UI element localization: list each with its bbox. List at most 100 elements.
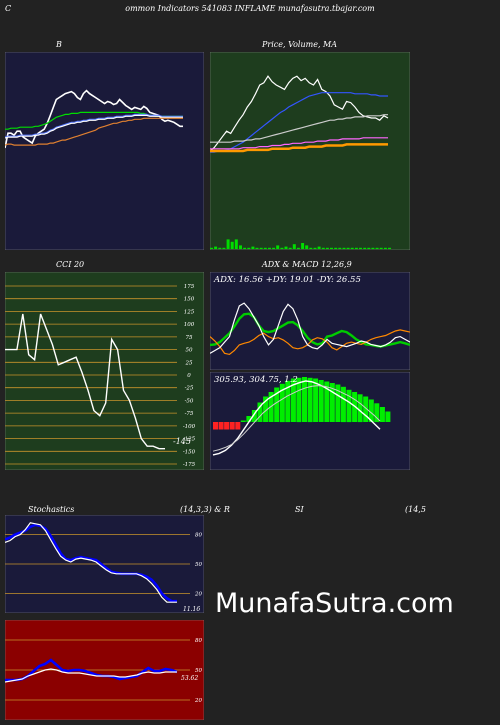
volume-bar — [359, 247, 362, 249]
price-chart — [210, 52, 410, 250]
cci-tick-label: -175 — [183, 462, 196, 468]
price-title: Price, Volume, MA — [262, 40, 338, 49]
macd-panel — [210, 372, 410, 470]
rsi-title: SI — [295, 505, 304, 514]
volume-bar — [247, 247, 251, 249]
volume-bar — [388, 247, 391, 249]
macd-signal-line — [212, 385, 381, 452]
macd-histogram-bar — [224, 422, 230, 430]
macd-histogram-bar — [357, 394, 363, 423]
panel-background — [210, 272, 410, 370]
rsi-params: (14,5 — [405, 505, 426, 514]
price-series-0 — [210, 75, 389, 152]
macd-histogram-bar — [235, 422, 241, 430]
volume-bar — [367, 247, 371, 249]
stochastics-params: (14,3,3) & R — [180, 505, 230, 514]
cci-tick-label: 100 — [184, 322, 195, 328]
volume-bar — [363, 247, 367, 249]
macd-histogram-bar — [218, 422, 224, 430]
volume-bar — [259, 247, 263, 249]
rsi-series-0 — [5, 658, 178, 682]
price-series-4 — [210, 143, 388, 153]
volume-bar — [296, 247, 300, 249]
volume-bar — [263, 247, 267, 249]
volume-bar — [226, 239, 230, 249]
macd-histogram-bar — [335, 384, 341, 422]
stochastics-tick-label: 20 — [194, 591, 202, 597]
price-series-3 — [210, 137, 388, 150]
macd-histogram-bar — [229, 422, 235, 430]
cci-chart: 175 150 125 100 75 50 25 0 -25 -50 -75 -100 -125 -150… — [5, 272, 204, 470]
volume-bar — [350, 247, 354, 249]
volume-bar — [288, 247, 292, 249]
rsi-last-label: 53.62 — [181, 675, 198, 682]
adx-chart — [210, 272, 410, 370]
macd-histogram-bar — [313, 378, 319, 422]
rsi-chart: 80 50 20 53.62 — [5, 620, 204, 720]
price-panel — [210, 52, 410, 250]
rsi-series-1 — [5, 668, 177, 683]
volume-bar — [210, 247, 213, 249]
rsi-tick-label: 80 — [195, 638, 202, 644]
macd-readout: 305.93, 304.75, 1.2 — [214, 375, 298, 385]
volume-bar — [334, 247, 338, 249]
macd-histogram-bar — [324, 381, 330, 422]
stochastics-last-label: 11.16 — [183, 606, 200, 613]
volume-bar — [280, 247, 284, 249]
volume-bar — [251, 246, 255, 249]
chart-header-title: ommon Indicators 541083 INFLAME munafasu… — [125, 4, 375, 13]
macd-histogram-bar — [340, 386, 346, 423]
macd-histogram-bar — [302, 377, 307, 422]
macd-chart — [210, 372, 410, 470]
stochastics-tick-label: 80 — [195, 533, 202, 539]
volume-bar — [218, 247, 222, 249]
adx-series-1 — [210, 329, 410, 356]
price-series-1 — [210, 92, 388, 153]
volume-bar — [379, 247, 383, 249]
volume-bar — [313, 247, 317, 249]
volume-bar — [330, 247, 333, 249]
volume-bar — [321, 247, 325, 249]
stochastics-series-0 — [5, 523, 177, 603]
macd-histogram-bar — [296, 377, 302, 423]
macd-histogram-bar — [363, 396, 369, 422]
volume-bar — [317, 246, 321, 249]
volume-bar — [230, 241, 234, 249]
stochastics-title: Stochastics — [28, 505, 75, 514]
volume-bar — [268, 247, 271, 249]
bollinger-series-4 — [5, 117, 183, 146]
panel-background — [5, 52, 204, 250]
volume-bar — [371, 247, 375, 249]
adx-readout: ADX: 16.56 +DY: 19.01 -DY: 26.55 — [214, 275, 361, 285]
volume-bar — [284, 246, 288, 249]
macd-histogram-bar — [257, 402, 263, 422]
macd-histogram-bar — [279, 383, 285, 423]
macd-histogram-bar — [318, 380, 324, 422]
macd-line — [212, 380, 381, 456]
macd-histogram-bar — [307, 377, 313, 423]
macd-histogram-bar — [285, 380, 291, 423]
stochastics-chart: 80 50 20 11.16 — [5, 515, 204, 613]
volume-bar — [214, 246, 218, 249]
volume-bar — [346, 247, 350, 249]
volume-bar — [243, 247, 247, 249]
cci-last-label: -145 — [173, 437, 191, 446]
price-series-2 — [210, 114, 388, 143]
volume-bar — [239, 245, 242, 249]
adx-series-2 — [210, 302, 410, 354]
rsi-tick-label: 50 — [195, 668, 202, 674]
volume-bar — [354, 247, 358, 249]
cci-tick-label: -50 — [185, 398, 194, 404]
cci-title: CCI 20 — [56, 260, 85, 269]
bollinger-chart — [5, 52, 204, 250]
rsi-tick-label: 20 — [194, 698, 202, 704]
macd-histogram-bar — [251, 410, 257, 422]
cci-tick-label: 150 — [184, 297, 195, 303]
bollinger-panel — [5, 52, 204, 250]
volume-bar — [272, 247, 276, 249]
cci-tick-label: -125 — [183, 437, 196, 443]
macd-histogram-bar — [213, 422, 218, 430]
bollinger-title: B — [56, 40, 62, 49]
cci-tick-label: 50 — [186, 348, 193, 354]
cci-tick-label: 25 — [185, 360, 193, 366]
